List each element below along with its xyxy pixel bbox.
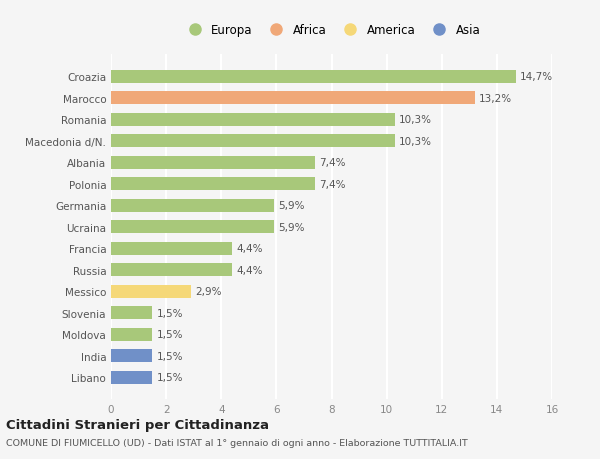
Text: 4,4%: 4,4% bbox=[236, 244, 263, 254]
Bar bbox=[111, 371, 152, 384]
Bar bbox=[111, 328, 152, 341]
Bar bbox=[111, 307, 152, 319]
Text: 4,4%: 4,4% bbox=[236, 265, 263, 275]
Text: 1,5%: 1,5% bbox=[157, 372, 183, 382]
Bar bbox=[111, 242, 232, 255]
Bar bbox=[111, 113, 395, 127]
Text: COMUNE DI FIUMICELLO (UD) - Dati ISTAT al 1° gennaio di ogni anno - Elaborazione: COMUNE DI FIUMICELLO (UD) - Dati ISTAT a… bbox=[6, 438, 468, 447]
Text: Cittadini Stranieri per Cittadinanza: Cittadini Stranieri per Cittadinanza bbox=[6, 418, 269, 431]
Text: 7,4%: 7,4% bbox=[319, 158, 346, 168]
Text: 14,7%: 14,7% bbox=[520, 72, 553, 82]
Bar bbox=[111, 157, 315, 169]
Text: 13,2%: 13,2% bbox=[479, 94, 512, 104]
Bar bbox=[111, 71, 516, 84]
Text: 5,9%: 5,9% bbox=[278, 222, 304, 232]
Text: 1,5%: 1,5% bbox=[157, 330, 183, 339]
Bar bbox=[111, 199, 274, 212]
Bar bbox=[111, 92, 475, 105]
Text: 1,5%: 1,5% bbox=[157, 308, 183, 318]
Text: 1,5%: 1,5% bbox=[157, 351, 183, 361]
Text: 10,3%: 10,3% bbox=[399, 136, 432, 146]
Bar bbox=[111, 263, 232, 276]
Text: 5,9%: 5,9% bbox=[278, 201, 304, 211]
Bar bbox=[111, 221, 274, 234]
Text: 2,9%: 2,9% bbox=[195, 286, 221, 297]
Bar bbox=[111, 178, 315, 191]
Legend: Europa, Africa, America, Asia: Europa, Africa, America, Asia bbox=[178, 20, 485, 42]
Text: 7,4%: 7,4% bbox=[319, 179, 346, 189]
Bar bbox=[111, 349, 152, 362]
Bar bbox=[111, 135, 395, 148]
Text: 10,3%: 10,3% bbox=[399, 115, 432, 125]
Bar bbox=[111, 285, 191, 298]
